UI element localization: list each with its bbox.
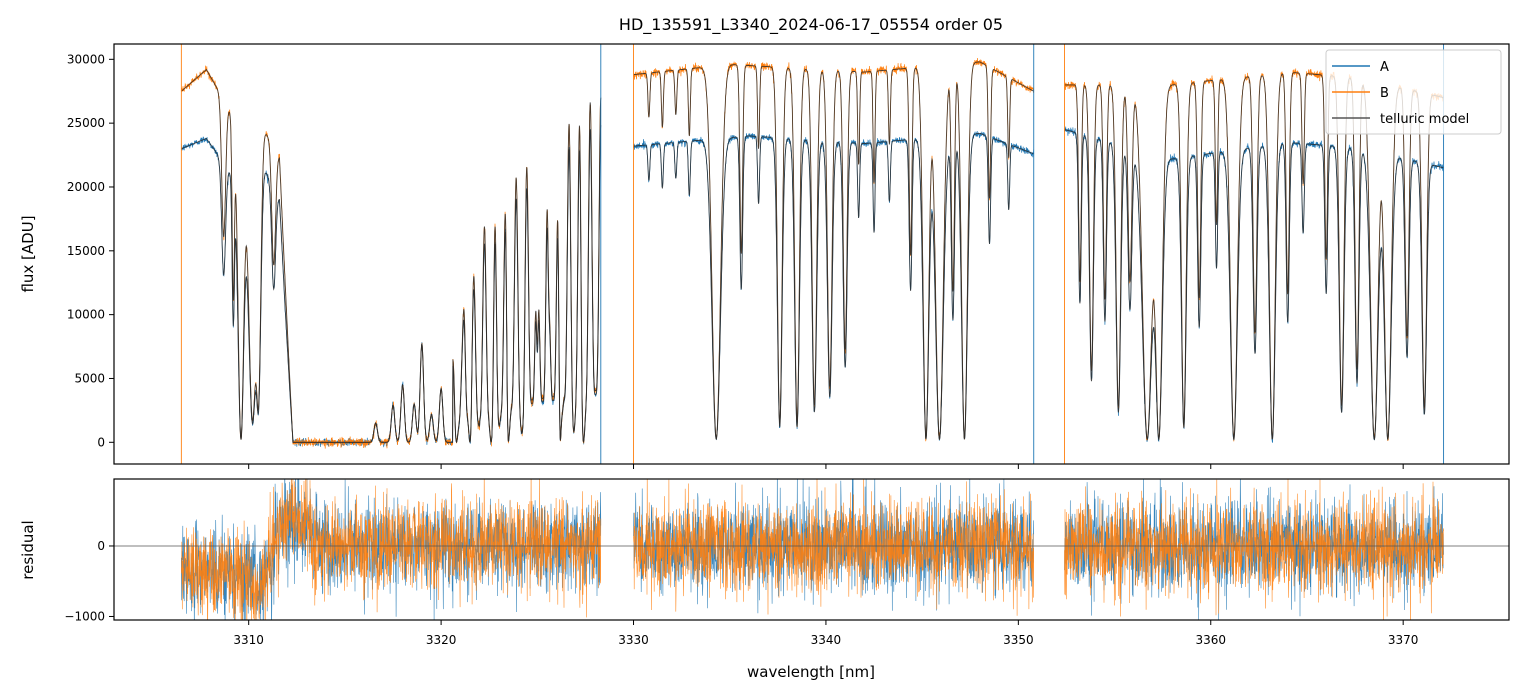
- flux-axes-frame: [113, 43, 1510, 465]
- legend-label-b: B: [1380, 86, 1389, 101]
- flux-y-tick-label: 0: [97, 435, 105, 449]
- x-tick-label: 3340: [811, 633, 842, 647]
- flux-y-tick-label: 30000: [67, 52, 105, 66]
- telluric-model-b-0: [181, 68, 602, 444]
- flux-y-tick-label: 25000: [67, 116, 105, 130]
- series-a-segment-1: [633, 130, 1035, 441]
- flux-y-label: flux [ADU]: [19, 215, 37, 292]
- residual-b-segment-2: [1064, 479, 1444, 620]
- x-tick-label: 3370: [1388, 633, 1419, 647]
- flux-x-ticks: [248, 464, 1404, 469]
- flux-panel: 0 5000 10000 15000 20000 25000 30000 flux [ADU…: [19, 43, 1510, 469]
- legend-label-a: A: [1380, 60, 1389, 75]
- series-b-segment-0: [180, 65, 602, 449]
- chart-title: HD_135591_L3340_2024-06-17_05554 order 0…: [619, 15, 1003, 35]
- telluric-model-b-2: [1064, 72, 1444, 441]
- residual-x-axis: 3310 3320 3330 3340 3350 3360 3370: [233, 620, 1418, 647]
- flux-plot-area: [180, 44, 1445, 464]
- residual-plot-area: [114, 479, 1509, 620]
- residual-b-segment-1: [633, 479, 1034, 616]
- flux-y-axis: 0 5000 10000 15000 20000 25000 30000: [67, 52, 114, 449]
- residual-b-segment-0: [181, 479, 602, 620]
- residual-y-axis: −1000 0: [64, 539, 114, 623]
- residual-y-tick-label: 0: [97, 539, 105, 553]
- x-tick-label: 3320: [426, 633, 457, 647]
- legend-box: [1325, 49, 1502, 135]
- series-b-segment-1: [633, 57, 1035, 442]
- flux-y-tick-label: 10000: [67, 308, 105, 322]
- flux-y-tick-label: 15000: [67, 244, 105, 258]
- residual-y-label: residual: [19, 520, 37, 579]
- x-tick-label: 3330: [618, 633, 649, 647]
- legend: A B telluric model: [1325, 49, 1502, 135]
- telluric-model-a-1: [633, 132, 1034, 441]
- x-tick-label: 3310: [233, 633, 264, 647]
- legend-label-telluric: telluric model: [1380, 112, 1469, 127]
- x-tick-label: 3360: [1195, 633, 1226, 647]
- flux-y-tick-label: 20000: [67, 180, 105, 194]
- residual-y-tick-label: −1000: [64, 609, 105, 623]
- telluric-model-a-2: [1064, 129, 1444, 442]
- x-tick-label: 3350: [1003, 633, 1034, 647]
- telluric-model-b-1: [633, 61, 1034, 440]
- residual-panel: −1000 0 3310 3320 3330 3340 3350 3360 3370 resi…: [19, 478, 1510, 681]
- flux-y-tick-label: 5000: [74, 371, 105, 385]
- residual-axes-frame: [113, 478, 1510, 621]
- x-axis-label: wavelength [nm]: [747, 663, 875, 681]
